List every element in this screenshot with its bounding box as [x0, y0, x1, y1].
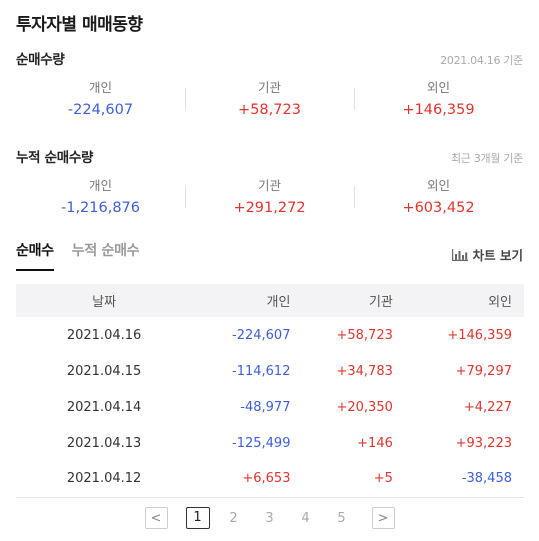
row-individual: -48,977: [240, 399, 291, 415]
page-5[interactable]: 5: [337, 510, 346, 526]
table-row: 2021.04.13 -125,499 +146 +93,223: [16, 425, 524, 461]
tab-net-buy[interactable]: 순매수: [16, 240, 54, 271]
bar-chart-icon: [451, 248, 468, 261]
row-institution: +20,350: [336, 399, 393, 415]
institution-value: +291,272: [233, 200, 306, 216]
page-3[interactable]: 3: [265, 510, 274, 526]
table-row: 2021.04.15 -114,612 +34,783 +79,297: [16, 353, 524, 389]
chart-view-label: 차트 보기: [472, 248, 523, 263]
row-date: 2021.04.16: [66, 327, 142, 343]
individual-value: -1,216,876: [60, 200, 141, 216]
row-institution: +146: [357, 435, 393, 451]
foreign-value: +603,452: [402, 200, 475, 216]
table-header-row: 날짜 개인 기관 외인: [16, 284, 524, 317]
row-date: 2021.04.14: [66, 399, 142, 415]
institution-label: 기관: [257, 80, 281, 95]
cumulative-individual: 개인 -1,216,876: [16, 176, 185, 219]
pagination: < 1 2 3 4 5 >: [0, 507, 539, 529]
row-foreign: +4,227: [463, 399, 512, 415]
net-buy-foreign: 외인 +146,359: [354, 78, 523, 121]
header-date: 날짜: [92, 295, 117, 310]
row-individual: -114,612: [232, 363, 291, 379]
page-4[interactable]: 4: [301, 510, 310, 526]
row-institution: +5: [290, 461, 393, 498]
net-buy-institution: 기관 +58,723: [185, 78, 354, 121]
cumulative-foreign: 외인 +603,452: [354, 176, 523, 219]
header-institution: 기관: [368, 295, 393, 310]
net-buy-summary: 개인 -224,607 기관 +58,723 외인 +146,359: [16, 78, 523, 121]
trading-table: 날짜 개인 기관 외인 2021.04.16 -224,607 +58,723 …: [16, 284, 524, 498]
row-date: 2021.04.15: [66, 363, 142, 379]
cumulative-title: 누적 순매수량: [16, 150, 94, 166]
header-foreign: 외인: [488, 295, 512, 310]
row-foreign: -38,458: [392, 461, 524, 498]
row-institution: +58,723: [336, 327, 393, 343]
page-2[interactable]: 2: [229, 510, 238, 526]
cumulative-institution: 기관 +291,272: [185, 176, 354, 219]
net-buy-date: 2021.04.16 기준: [440, 54, 523, 67]
individual-label: 개인: [88, 80, 112, 95]
net-buy-individual: 개인 -224,607: [16, 78, 185, 121]
chart-view-button[interactable]: 차트 보기: [451, 245, 523, 264]
row-individual: -125,499: [232, 435, 291, 451]
header-individual: 개인: [266, 295, 291, 310]
row-individual: -224,607: [232, 327, 291, 343]
tab-cumulative-net-buy[interactable]: 누적 순매수: [71, 243, 140, 259]
institution-label: 기관: [257, 178, 281, 193]
net-buy-header: 순매수량 2021.04.16 기준: [16, 48, 523, 68]
row-date: 2021.04.13: [66, 435, 142, 451]
tab-bar: 순매수 누적 순매수: [16, 240, 157, 271]
cumulative-summary: 개인 -1,216,876 기관 +291,272 외인 +603,452: [16, 176, 523, 219]
table-row: 2021.04.14 -48,977 +20,350 +4,227: [16, 389, 524, 425]
next-page-button[interactable]: >: [371, 507, 395, 529]
page-1[interactable]: 1: [185, 507, 210, 529]
institution-value: +58,723: [238, 102, 301, 118]
net-buy-title: 순매수량: [16, 52, 65, 68]
row-foreign: +146,359: [447, 327, 512, 343]
row-date: 2021.04.12: [16, 461, 193, 498]
row-institution: +34,783: [336, 363, 393, 379]
individual-value: -224,607: [67, 102, 134, 118]
prev-page-button[interactable]: <: [144, 507, 168, 529]
foreign-label: 외인: [426, 80, 450, 95]
cumulative-note: 최근 3개월 기준: [450, 152, 523, 165]
foreign-label: 외인: [426, 178, 450, 193]
page-title: 투자자별 매매동향: [16, 15, 143, 35]
table-row: 2021.04.16 -224,607 +58,723 +146,359: [16, 317, 524, 353]
table-row: 2021.04.12 +6,653 +5 -38,458: [16, 461, 524, 498]
row-individual: +6,653: [192, 461, 291, 498]
row-foreign: +79,297: [455, 363, 512, 379]
foreign-value: +146,359: [402, 102, 475, 118]
individual-label: 개인: [88, 178, 112, 193]
cumulative-header: 누적 순매수량 최근 3개월 기준: [16, 146, 523, 166]
row-foreign: +93,223: [455, 435, 512, 451]
